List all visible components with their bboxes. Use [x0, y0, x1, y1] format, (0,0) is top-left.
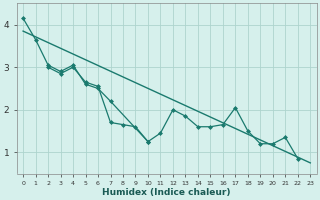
X-axis label: Humidex (Indice chaleur): Humidex (Indice chaleur)	[102, 188, 231, 197]
